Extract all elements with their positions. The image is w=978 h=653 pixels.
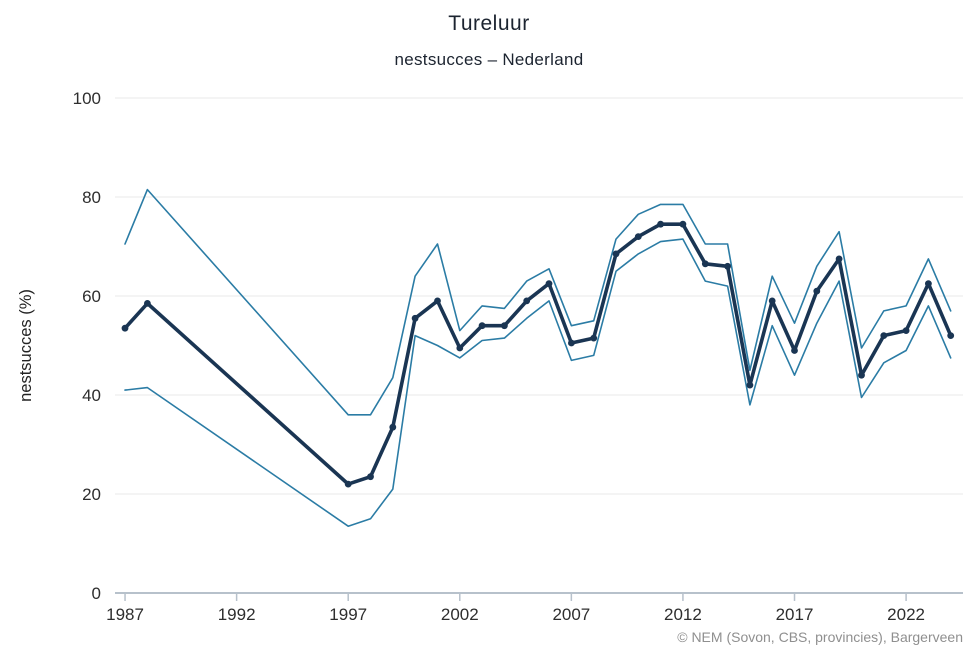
x-tick-label: 1997 [329, 605, 367, 624]
x-tick-label: 2012 [664, 605, 702, 624]
y-tick-label: 20 [82, 485, 101, 504]
data-point-marker [523, 297, 531, 305]
data-point-marker [746, 381, 754, 389]
data-point-marker [501, 322, 508, 330]
x-tick-label: 1992 [218, 605, 256, 624]
data-point-marker [411, 314, 419, 322]
x-tick-label: 2007 [552, 605, 590, 624]
data-point-marker [701, 260, 709, 268]
data-point-marker [367, 473, 374, 481]
y-axis-title: nestsucces (%) [17, 289, 35, 402]
data-point-marker [568, 339, 575, 347]
y-tick-label: 40 [82, 386, 101, 405]
x-tick-label: 1987 [106, 605, 144, 624]
data-point-marker [144, 300, 151, 307]
data-point-marker [389, 423, 397, 431]
data-point-marker [590, 334, 598, 342]
y-tick-label: 0 [92, 584, 101, 603]
data-point-marker [545, 280, 553, 287]
x-tick-label: 2022 [887, 605, 925, 624]
y-tick-label: 100 [73, 89, 101, 108]
x-tick-label: 2017 [776, 605, 814, 624]
data-point-marker [902, 327, 910, 334]
x-tick-label: 2002 [441, 605, 479, 624]
data-point-marker [835, 255, 843, 263]
chart-title: Tureluur [448, 12, 530, 35]
data-point-marker [121, 324, 129, 332]
series-trend-line [123, 222, 953, 486]
chart-subtitle: nestsucces – Nederland [394, 50, 584, 69]
series-lower-ci-line [124, 238, 952, 528]
data-point-marker [947, 332, 955, 339]
data-point-marker [880, 332, 888, 339]
copyright-notice: © NEM (Sovon, CBS, provincies), Bargerve… [677, 629, 963, 645]
data-point-marker [478, 322, 486, 330]
data-point-marker [679, 220, 687, 228]
data-point-marker [344, 480, 352, 488]
data-point-marker [612, 250, 620, 258]
data-point-marker [925, 280, 932, 287]
data-point-marker [791, 347, 798, 354]
series-upper-ci-line [124, 188, 952, 416]
y-tick-label: 60 [82, 287, 101, 306]
y-tick-label: 80 [82, 188, 101, 207]
data-point-marker [434, 297, 441, 305]
data-point-marker [456, 344, 464, 352]
data-point-marker [768, 297, 776, 305]
data-point-marker [657, 220, 664, 228]
data-point-marker [634, 233, 642, 241]
data-point-marker [858, 371, 865, 379]
data-point-marker [813, 287, 821, 295]
data-point-marker [724, 262, 731, 270]
